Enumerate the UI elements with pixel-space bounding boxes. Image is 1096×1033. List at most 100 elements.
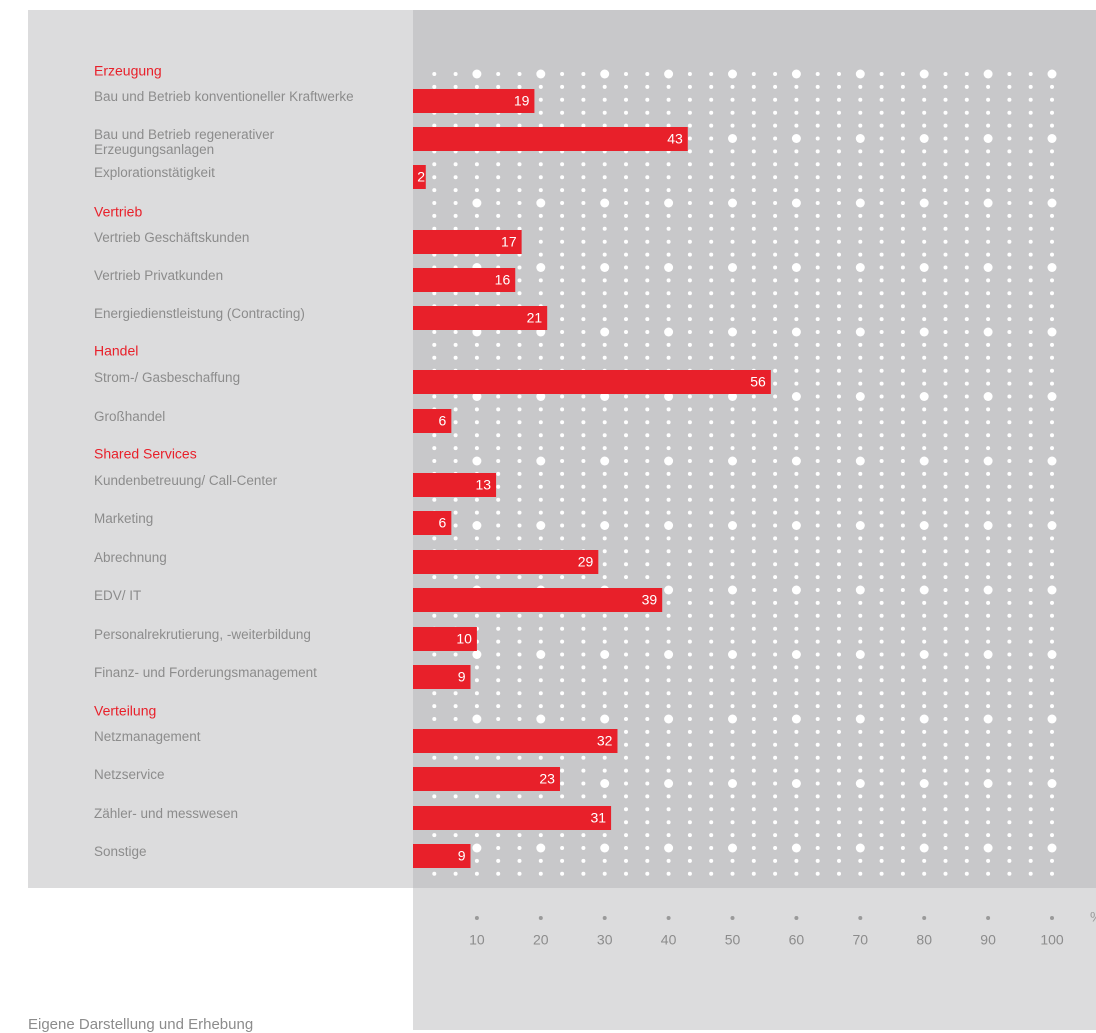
dot <box>624 162 628 167</box>
dot <box>794 665 799 670</box>
dot <box>730 807 735 812</box>
dot <box>1028 239 1033 244</box>
dot <box>1050 471 1054 476</box>
dot <box>666 794 671 799</box>
dot <box>496 652 501 657</box>
dot <box>1050 794 1054 799</box>
dot <box>687 252 692 257</box>
dot <box>794 304 799 309</box>
dot <box>922 510 927 515</box>
dot <box>687 484 692 489</box>
dot <box>837 175 841 180</box>
dot <box>687 665 692 670</box>
value-label: 39 <box>642 592 658 608</box>
dot <box>666 613 671 618</box>
dot <box>773 717 778 721</box>
dot <box>986 665 991 670</box>
dot <box>536 392 546 401</box>
dot <box>773 755 778 760</box>
dot <box>560 407 565 412</box>
dot <box>709 304 714 309</box>
dot <box>581 355 586 360</box>
dot <box>687 575 692 580</box>
dot <box>560 691 565 696</box>
dot <box>1050 110 1054 115</box>
dot <box>815 278 820 283</box>
bar <box>413 588 663 612</box>
dot <box>837 549 841 554</box>
dot <box>624 536 628 541</box>
dot <box>773 626 778 631</box>
dot <box>986 613 991 618</box>
dot <box>751 600 756 605</box>
dot <box>943 97 948 102</box>
dot <box>666 446 671 451</box>
dot <box>730 858 735 863</box>
dot <box>709 330 714 334</box>
dot <box>815 613 820 618</box>
dot <box>453 523 458 528</box>
dot <box>536 263 546 272</box>
dot <box>1007 846 1012 850</box>
dot <box>645 846 650 850</box>
dot <box>496 613 501 618</box>
dot <box>581 175 586 180</box>
dot <box>837 523 841 528</box>
dot <box>1028 446 1033 451</box>
dot <box>728 714 737 724</box>
dot <box>855 198 865 208</box>
dot <box>666 342 671 347</box>
dot <box>986 691 991 696</box>
dot <box>900 278 905 283</box>
dot <box>964 794 969 799</box>
dot <box>943 239 948 244</box>
dot <box>517 342 522 347</box>
dot <box>517 265 522 270</box>
dot <box>624 497 628 502</box>
dot <box>645 226 650 231</box>
dot <box>581 484 586 489</box>
dot <box>730 97 735 102</box>
bar <box>413 511 452 535</box>
dot <box>837 536 841 541</box>
dot <box>453 394 458 399</box>
dot <box>858 742 863 747</box>
dot <box>943 265 948 270</box>
dot <box>794 213 799 218</box>
dot <box>858 446 863 451</box>
dot <box>624 459 628 463</box>
dot <box>773 729 778 734</box>
dot <box>624 678 628 683</box>
dot <box>858 407 863 412</box>
dot <box>602 471 607 476</box>
dot <box>943 84 948 89</box>
dot <box>837 304 841 309</box>
dot <box>879 562 884 567</box>
dot <box>602 252 607 257</box>
dot <box>773 768 778 773</box>
dot <box>815 213 820 218</box>
dot <box>517 639 522 644</box>
dot <box>538 291 543 296</box>
dot <box>560 652 565 657</box>
dot <box>922 433 927 438</box>
dot <box>581 123 586 128</box>
dot <box>837 510 841 515</box>
dot <box>645 755 650 760</box>
dot <box>560 446 565 451</box>
dot <box>919 779 929 788</box>
x-tick-label: 60 <box>789 932 805 948</box>
dot <box>964 123 969 128</box>
dot <box>837 72 841 76</box>
dot <box>1028 871 1033 876</box>
dot <box>1050 729 1054 734</box>
dot <box>815 330 820 334</box>
dot <box>730 291 735 296</box>
dot <box>922 626 927 631</box>
dot <box>1028 858 1033 863</box>
dot <box>560 459 565 463</box>
dot <box>900 471 905 476</box>
dot <box>538 407 543 412</box>
dot <box>900 536 905 541</box>
dot <box>474 871 479 876</box>
